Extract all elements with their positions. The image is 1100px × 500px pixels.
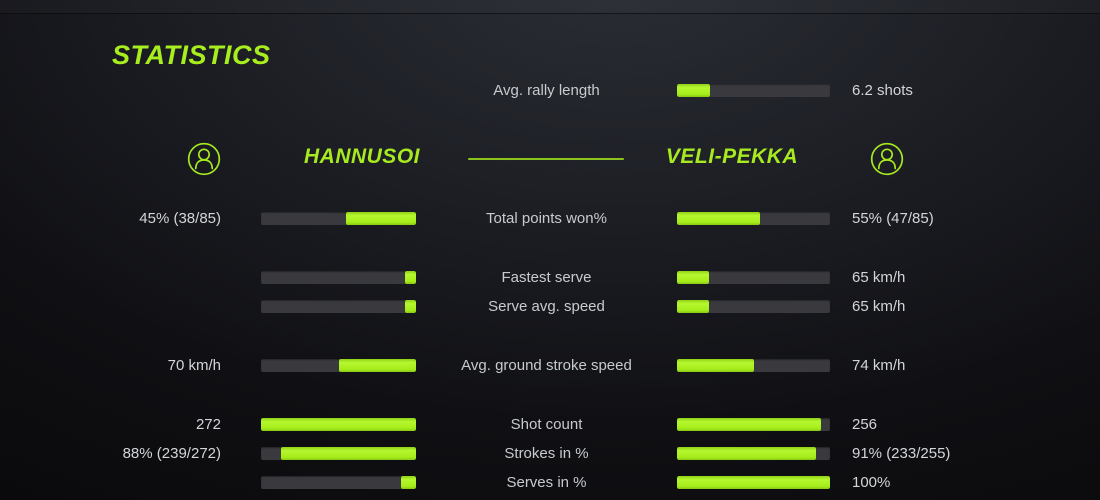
bar-fill xyxy=(677,300,710,313)
bar-fill xyxy=(677,447,817,460)
header-divider xyxy=(0,0,1100,14)
bar-fill xyxy=(405,271,416,284)
bar-fill xyxy=(338,359,416,372)
bar-track xyxy=(677,271,830,284)
right-bar xyxy=(677,271,830,284)
right-value: 74 km/h xyxy=(852,357,906,374)
bar-fill xyxy=(677,418,821,431)
bar-fill xyxy=(677,476,830,489)
player-name-right: VELI-PEKKA xyxy=(665,145,799,168)
bar-fill xyxy=(261,418,416,431)
bar-track xyxy=(261,212,416,225)
bar-track xyxy=(261,447,416,460)
left-bar xyxy=(261,476,416,489)
bar-track xyxy=(677,212,830,225)
right-bar xyxy=(677,212,830,225)
player-name-left: HANNUSOI xyxy=(303,145,420,168)
left-bar xyxy=(261,212,416,225)
bar-fill xyxy=(281,447,416,460)
right-value: 256 xyxy=(852,416,878,433)
bar-fill xyxy=(677,212,760,225)
right-value: 55% (47/85) xyxy=(852,210,934,227)
right-value: 65 km/h xyxy=(852,298,906,315)
page-title: STATISTICS xyxy=(112,40,271,70)
bar-track xyxy=(261,271,416,284)
bar-fill xyxy=(677,84,710,97)
rally-bar xyxy=(677,84,830,97)
left-value: 88% (239/272) xyxy=(122,445,221,462)
bar-track xyxy=(261,418,416,431)
right-value: 6.2 shots xyxy=(852,82,913,99)
bar-track xyxy=(677,84,830,97)
bar-fill xyxy=(677,271,710,284)
stat-row-serve-avg-speed: Serve avg. speed 65 km/h xyxy=(0,292,1100,321)
stat-row-ground-stroke-speed: 70 km/h Avg. ground stroke speed 74 km/h xyxy=(0,351,1100,380)
stat-label: Fastest serve xyxy=(501,269,592,286)
bar-track xyxy=(261,359,416,372)
bar-fill xyxy=(405,300,416,313)
left-bar xyxy=(261,447,416,460)
stat-label: Avg. ground stroke speed xyxy=(461,357,632,374)
bar-track xyxy=(677,300,830,313)
person-icon xyxy=(187,142,221,176)
stat-label: Serve avg. speed xyxy=(488,298,605,315)
stat-label: Shot count xyxy=(510,416,583,433)
stat-row-avg-rally-length: Avg. rally length 6.2 shots xyxy=(0,76,1100,105)
stat-label: Strokes in % xyxy=(504,445,589,462)
stat-label: Avg. rally length xyxy=(493,82,600,99)
stat-row-serves-in: Serves in % 100% xyxy=(0,468,1100,497)
bar-track xyxy=(261,300,416,313)
left-bar xyxy=(261,300,416,313)
right-value: 91% (233/255) xyxy=(852,445,951,462)
bar-fill xyxy=(400,476,416,489)
bar-track xyxy=(261,476,416,489)
bar-track xyxy=(677,359,830,372)
stat-row-fastest-serve: Fastest serve 65 km/h xyxy=(0,263,1100,292)
stat-label: Total points won% xyxy=(486,210,607,227)
person-icon xyxy=(870,142,904,176)
right-value: 65 km/h xyxy=(852,269,906,286)
stat-row-shot-count: 272 Shot count 256 xyxy=(0,410,1100,439)
stat-row-total-points: 45% (38/85) Total points won% 55% (47/85… xyxy=(0,204,1100,233)
right-bar xyxy=(677,476,830,489)
left-value: 272 xyxy=(195,416,221,433)
left-bar xyxy=(261,359,416,372)
right-bar xyxy=(677,418,830,431)
left-value: 70 km/h xyxy=(167,357,221,374)
stat-label: Serves in % xyxy=(506,474,587,491)
right-bar xyxy=(677,447,830,460)
right-bar xyxy=(677,359,830,372)
bar-fill xyxy=(677,359,754,372)
left-bar xyxy=(261,418,416,431)
bar-fill xyxy=(346,212,416,225)
bar-track xyxy=(677,476,830,489)
bar-track xyxy=(677,447,830,460)
right-bar xyxy=(677,300,830,313)
left-bar xyxy=(261,271,416,284)
right-value: 100% xyxy=(852,474,891,491)
left-value: 45% (38/85) xyxy=(139,210,221,227)
bar-track xyxy=(677,418,830,431)
names-divider-line xyxy=(468,158,624,160)
stat-row-strokes-in: 88% (239/272) Strokes in % 91% (233/255) xyxy=(0,439,1100,468)
